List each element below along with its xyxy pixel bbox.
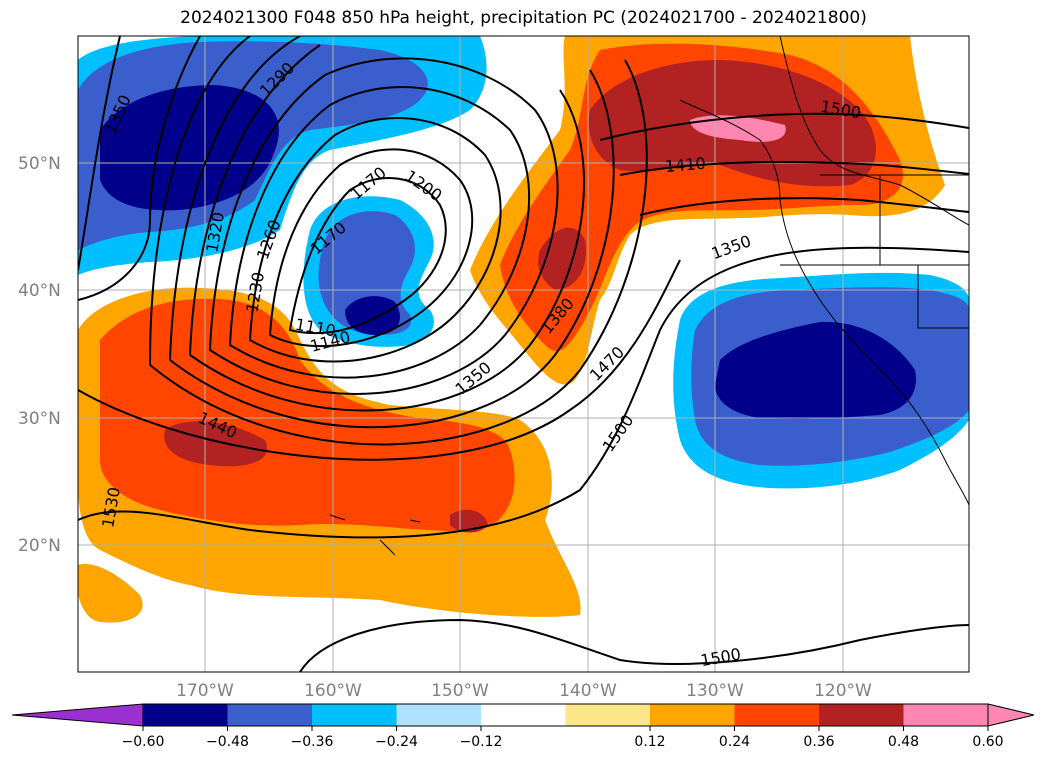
colorbar-extend-low — [11, 703, 144, 727]
colorbar-segment — [903, 704, 988, 726]
colorbar-tick-label: −0.12 — [460, 734, 503, 750]
colorbar-segment — [143, 704, 228, 726]
map-panel: 1350 1290 1170 1200 1320 1260 1170 1230 … — [78, 36, 969, 672]
map-frame — [77, 35, 970, 673]
colorbar-tick-label: 0.12 — [634, 734, 665, 750]
colorbar-segment — [312, 704, 397, 726]
colorbar-tick-label: −0.36 — [291, 734, 334, 750]
colorbar: −0.60 −0.48 −0.36 −0.24 −0.12 0.12 0.24 0.36 0.4… — [11, 703, 1035, 750]
colorbar-tick-label: 0.36 — [803, 734, 834, 750]
lat-label: 30°N — [18, 409, 61, 429]
colorbar-outline — [142, 703, 989, 727]
lon-label: 160°W — [304, 681, 362, 701]
lat-label: 20°N — [18, 536, 61, 556]
height-contours — [78, 36, 969, 672]
lon-label: 140°W — [559, 681, 617, 701]
colorbar-segment — [565, 704, 650, 726]
colorbar-extend-high — [987, 703, 1035, 727]
lat-label: 50°N — [18, 154, 61, 174]
lat-label: 40°N — [18, 281, 61, 301]
lon-label: 120°W — [814, 681, 872, 701]
colorbar-segment — [734, 704, 819, 726]
coastlines — [329, 36, 969, 556]
contour-label: 1410 — [664, 154, 706, 176]
lon-label: 170°W — [176, 681, 234, 701]
latitude-labels: 50°N 40°N 30°N 20°N — [18, 154, 61, 556]
lon-label: 150°W — [431, 681, 489, 701]
colorbar-tick-label: −0.60 — [122, 734, 165, 750]
colorbar-segment — [396, 704, 481, 726]
colorbar-tick-label: 0.60 — [972, 734, 1003, 750]
colorbar-tick-label: 0.48 — [888, 734, 919, 750]
colorbar-tick-label: −0.48 — [206, 734, 249, 750]
colorbar-segment — [819, 704, 904, 726]
longitude-labels: 170°W 160°W 150°W 140°W 130°W 120°W — [176, 681, 872, 701]
colorbar-segment — [227, 704, 312, 726]
positive-anomaly-fill — [78, 36, 945, 623]
colorbar-tick-label: −0.24 — [375, 734, 418, 750]
colorbar-segment — [481, 704, 566, 726]
colorbar-segment — [650, 704, 735, 726]
lon-label: 130°W — [686, 681, 744, 701]
negative-anomaly-fill — [78, 36, 969, 489]
map-title: 2024021300 F048 850 hPa height, precipit… — [180, 8, 867, 28]
colorbar-tick-label: 0.24 — [719, 734, 750, 750]
